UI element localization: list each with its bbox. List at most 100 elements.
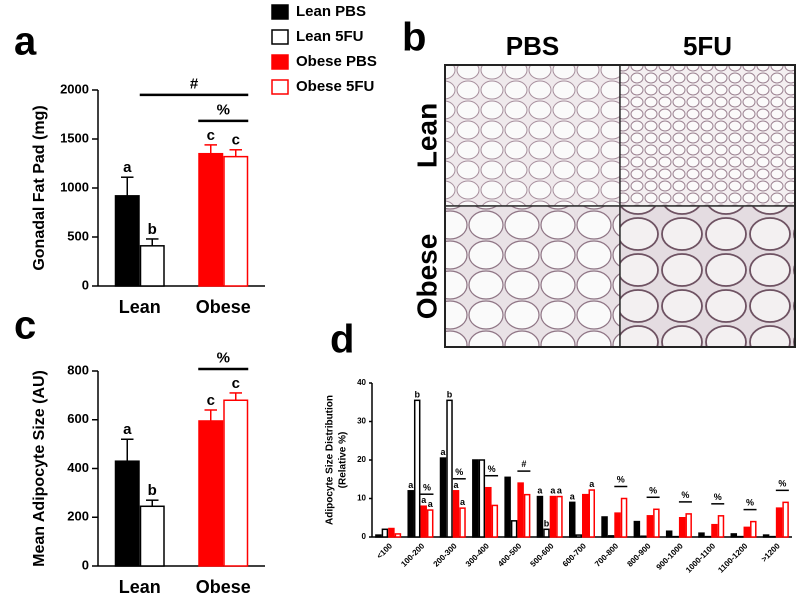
bar: [556, 495, 563, 538]
y-axis-label: (Relative %): [338, 432, 349, 489]
bar: [139, 505, 165, 567]
bar: [678, 517, 686, 538]
y-axis-label: Gonadal Fat Pad (mg): [31, 105, 48, 270]
annotation: a: [557, 486, 563, 496]
x-tick-label: 600-700: [561, 541, 589, 569]
x-tick-label: 500-600: [528, 541, 556, 569]
annotation: #: [521, 459, 526, 469]
bar: [472, 459, 479, 538]
y-tick-label: 1000: [60, 179, 89, 194]
bar: [198, 152, 224, 287]
legend-label: Lean 5FU: [296, 28, 364, 45]
legend-label: Lean PBS: [296, 3, 366, 20]
y-tick-label: 600: [67, 411, 89, 426]
x-tick-label: 400-500: [496, 541, 524, 569]
row-label: Lean: [411, 103, 442, 168]
bar: [388, 527, 395, 538]
annotation: %: [714, 492, 722, 502]
column-label: 5FU: [683, 31, 732, 61]
micrograph-frame: [444, 64, 796, 348]
y-tick-label: 0: [362, 532, 367, 541]
y-tick-label: 10: [357, 494, 366, 503]
legend-swatch: [271, 54, 289, 70]
x-tick-label: 200-300: [432, 541, 460, 569]
x-tick-label: 1000-1100: [684, 541, 717, 574]
bar: [750, 520, 757, 538]
bar: [665, 530, 673, 538]
y-tick-label: 400: [67, 460, 89, 475]
bar: [439, 457, 447, 538]
micrograph: [444, 64, 621, 207]
annotation: a: [408, 480, 414, 490]
annotation: a: [454, 480, 460, 490]
micrograph: [444, 205, 621, 348]
bar: [620, 497, 628, 538]
annotation: a: [537, 486, 543, 496]
bar: [782, 501, 789, 538]
bar: [491, 504, 499, 538]
bar: [711, 523, 718, 538]
bar: [543, 528, 550, 538]
y-axis-label: Adipocyte Size Distribution: [325, 395, 336, 525]
bar: [569, 501, 576, 538]
bar: [426, 509, 434, 538]
bar: [420, 505, 427, 538]
annotation: %: [217, 101, 230, 118]
annotation: c: [207, 127, 215, 144]
annotation: %: [488, 464, 496, 474]
y-tick-label: 200: [67, 509, 89, 524]
annotation: a: [123, 421, 132, 438]
bar: [601, 516, 608, 538]
micrograph: [619, 64, 796, 207]
bar: [413, 399, 421, 538]
bar: [381, 528, 389, 538]
x-tick-label: 100-200: [399, 541, 427, 569]
annotation: a: [421, 495, 427, 505]
y-tick-label: 0: [82, 277, 89, 292]
panel-label: b: [402, 16, 426, 60]
x-tick-label: Obese: [196, 297, 251, 317]
bar: [223, 399, 249, 567]
x-tick-label: >1200: [760, 541, 783, 564]
legend-label: Obese PBS: [296, 53, 377, 70]
row-label: Obese: [411, 234, 442, 320]
y-axis-label: Mean Adipocyte Size (AU): [31, 370, 48, 567]
bar: [646, 515, 654, 538]
annotation: b: [544, 518, 550, 528]
annotation: %: [681, 490, 689, 500]
annotation: #: [190, 75, 199, 92]
annotation: %: [778, 478, 786, 488]
annotation: %: [217, 349, 230, 366]
annotation: b: [148, 221, 157, 238]
bar: [685, 513, 692, 538]
annotation: %: [746, 498, 754, 508]
bar: [614, 512, 621, 538]
x-tick-label: 900-1000: [655, 541, 686, 572]
bar: [698, 532, 705, 538]
bar: [198, 420, 224, 567]
bar: [394, 533, 402, 538]
bar: [407, 490, 414, 538]
x-tick-label: <100: [375, 541, 394, 560]
bar: [536, 495, 544, 538]
legend-label: Obese 5FU: [296, 78, 374, 95]
y-tick-label: 500: [67, 228, 89, 243]
bar: [139, 245, 165, 287]
annotation: a: [589, 479, 595, 489]
annotation: b: [414, 389, 420, 399]
y-tick-label: 20: [357, 455, 366, 464]
annotation: a: [550, 486, 556, 496]
annotation: a: [123, 159, 132, 176]
bar: [452, 490, 460, 538]
bar: [485, 486, 492, 538]
annotation: %: [455, 467, 463, 477]
panel-label: c: [14, 304, 36, 348]
y-tick-label: 1500: [60, 130, 89, 145]
panel-label: a: [14, 20, 37, 64]
bar: [640, 535, 647, 538]
bar: [762, 534, 770, 538]
annotation: c: [232, 375, 240, 392]
bar: [523, 493, 531, 538]
column-label: PBS: [506, 31, 559, 61]
